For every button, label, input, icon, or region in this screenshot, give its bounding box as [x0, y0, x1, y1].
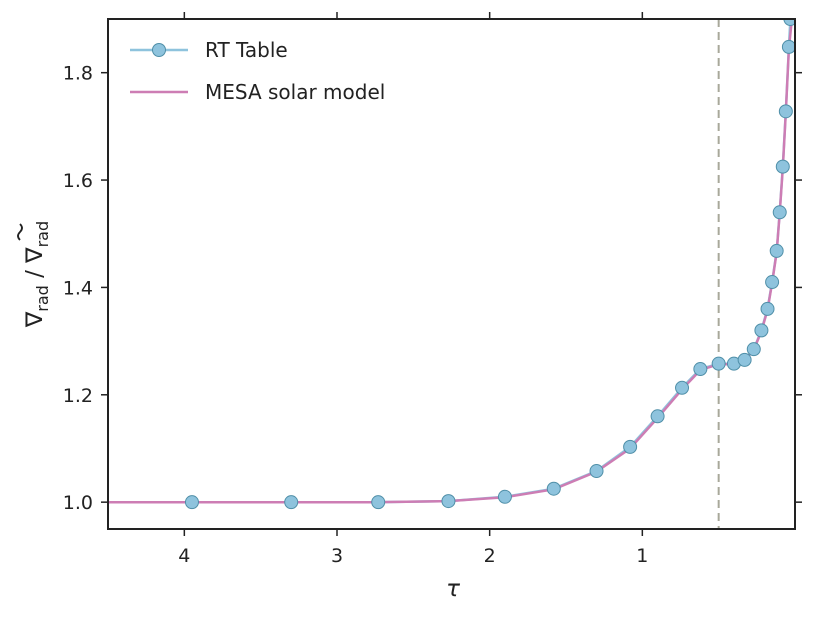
data-point-rt-table [546, 481, 561, 496]
data-point-rt-table [760, 301, 775, 316]
data-point-rt-table [675, 380, 690, 395]
data-point-rt-table [746, 342, 761, 357]
y-axis-label: ∇rad / ∇rad [17, 221, 52, 328]
axes-frame [107, 18, 796, 530]
data-point-rt-table [737, 352, 752, 367]
data-point-rt-table [778, 104, 793, 119]
data-point-rt-table [775, 159, 790, 174]
data-point-rt-table [693, 362, 708, 377]
y-label-nabla-2: ∇ [22, 247, 48, 264]
legend: RT Table MESA solar model [130, 38, 385, 104]
data-point-rt-table [441, 494, 456, 509]
x-tick-label: 2 [484, 545, 496, 567]
data-point-rt-table [754, 323, 769, 338]
data-point-rt-table [284, 495, 299, 510]
x-tick-label: 1 [636, 545, 648, 567]
data-point-rt-table [650, 409, 665, 424]
data-point-rt-table [371, 495, 386, 510]
y-label-sub-2: rad [33, 221, 52, 248]
y-tick-label: 1.0 [63, 492, 93, 514]
y-label-tilde [17, 223, 23, 241]
y-tick-label: 1.8 [63, 63, 93, 85]
plot-clip-group [108, 19, 795, 529]
x-axis-label: τ [446, 576, 460, 602]
axes: 4 3 2 1 1.0 1.2 1.4 1.6 1.8 [63, 12, 802, 567]
y-label-nabla-1: ∇ [22, 311, 48, 328]
svg-text:∇rad / ∇rad: ∇rad / ∇rad [22, 221, 52, 328]
y-tick-label: 1.6 [63, 170, 93, 192]
data-point-rt-table [711, 356, 726, 371]
plot-area [108, 19, 795, 529]
x-tick-label: 4 [178, 545, 190, 567]
data-point-rt-table [769, 243, 784, 258]
data-point-rt-table [623, 439, 638, 454]
data-point-rt-table [497, 489, 512, 504]
y-label-slash: / [22, 263, 48, 285]
y-tick-label: 1.4 [63, 277, 93, 299]
data-point-rt-table [765, 275, 780, 290]
data-point-rt-table [783, 19, 795, 26]
data-point-rt-table [781, 39, 795, 54]
legend-label-mesa: MESA solar model [205, 80, 385, 104]
y-label-sub-1: rad [33, 285, 52, 312]
data-point-rt-table [772, 205, 787, 220]
legend-label-rt-table: RT Table [205, 38, 288, 62]
data-point-rt-table [184, 495, 199, 510]
y-tick-label: 1.2 [63, 385, 93, 407]
legend-marker-rt-table [152, 43, 166, 57]
x-tick-label: 3 [331, 545, 343, 567]
data-point-rt-table [589, 464, 604, 479]
